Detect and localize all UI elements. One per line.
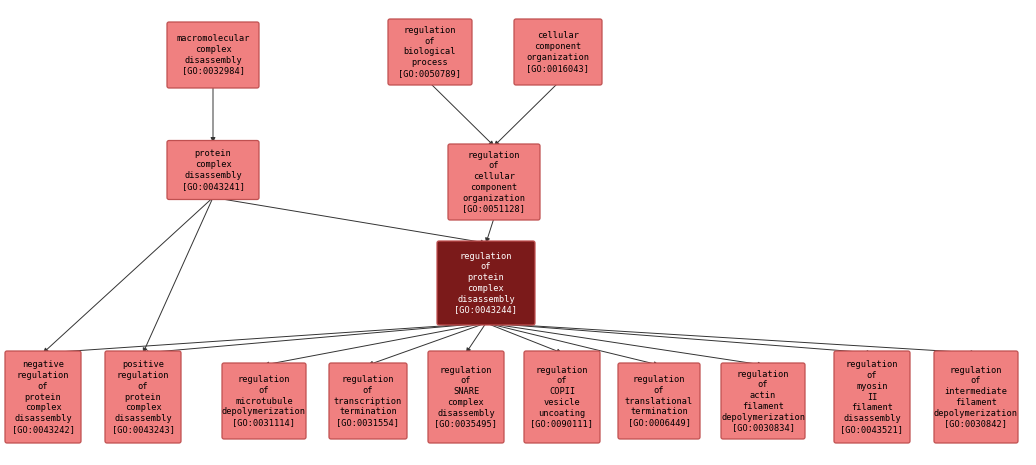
FancyBboxPatch shape [105, 351, 181, 443]
FancyBboxPatch shape [721, 363, 805, 439]
Text: regulation
of
SNARE
complex
disassembly
[GO:0035495]: regulation of SNARE complex disassembly … [434, 365, 497, 428]
Text: protein
complex
disassembly
[GO:0043241]: protein complex disassembly [GO:0043241] [181, 149, 244, 191]
FancyBboxPatch shape [388, 19, 472, 85]
FancyBboxPatch shape [222, 363, 306, 439]
FancyBboxPatch shape [167, 140, 259, 199]
FancyBboxPatch shape [167, 22, 259, 88]
Text: regulation
of
protein
complex
disassembly
[GO:0043244]: regulation of protein complex disassembl… [455, 252, 518, 314]
FancyBboxPatch shape [448, 144, 540, 220]
Text: regulation
of
cellular
component
organization
[GO:0051128]: regulation of cellular component organiz… [462, 151, 525, 213]
FancyBboxPatch shape [329, 363, 407, 439]
Text: regulation
of
biological
process
[GO:0050789]: regulation of biological process [GO:005… [399, 26, 461, 78]
FancyBboxPatch shape [514, 19, 602, 85]
Text: regulation
of
myosin
II
filament
disassembly
[GO:0043521]: regulation of myosin II filament disasse… [840, 360, 903, 434]
FancyBboxPatch shape [5, 351, 81, 443]
Text: regulation
of
transcription
termination
[GO:0031554]: regulation of transcription termination … [334, 375, 402, 427]
FancyBboxPatch shape [524, 351, 600, 443]
FancyBboxPatch shape [834, 351, 910, 443]
Text: regulation
of
intermediate
filament
depolymerization
[GO:0030842]: regulation of intermediate filament depo… [934, 365, 1018, 428]
FancyBboxPatch shape [618, 363, 700, 439]
Text: regulation
of
COPII
vesicle
uncoating
[GO:0090111]: regulation of COPII vesicle uncoating [G… [530, 365, 594, 428]
Text: positive
regulation
of
protein
complex
disassembly
[GO:0043243]: positive regulation of protein complex d… [112, 360, 174, 434]
FancyBboxPatch shape [934, 351, 1018, 443]
Text: cellular
component
organization
[GO:0016043]: cellular component organization [GO:0016… [526, 31, 589, 73]
FancyBboxPatch shape [428, 351, 503, 443]
Text: regulation
of
microtubule
depolymerization
[GO:0031114]: regulation of microtubule depolymerizati… [222, 375, 306, 427]
Text: regulation
of
translational
termination
[GO:0006449]: regulation of translational termination … [625, 375, 693, 427]
Text: regulation
of
actin
filament
depolymerization
[GO:0030834]: regulation of actin filament depolymeriz… [721, 370, 805, 432]
FancyBboxPatch shape [437, 241, 535, 325]
Text: macromolecular
complex
disassembly
[GO:0032984]: macromolecular complex disassembly [GO:0… [176, 34, 250, 76]
Text: negative
regulation
of
protein
complex
disassembly
[GO:0043242]: negative regulation of protein complex d… [11, 360, 75, 434]
